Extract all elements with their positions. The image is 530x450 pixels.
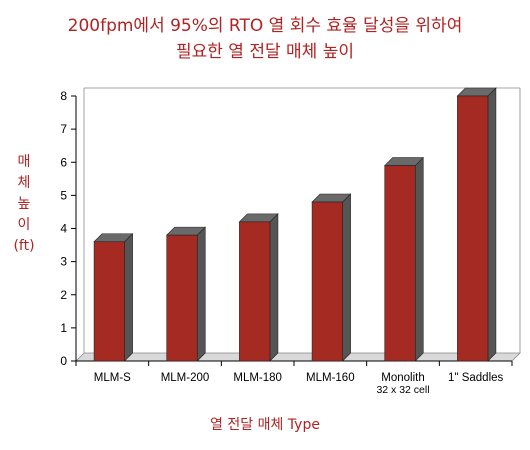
- bar: [239, 221, 271, 362]
- y-tick-label: 2: [60, 288, 67, 302]
- x-tick-label: 1" Saddles: [448, 372, 503, 384]
- bar: [166, 234, 198, 362]
- x-tick-label: MLM-200: [161, 372, 210, 384]
- chart-title-line1: 200fpm에서 95%의 RTO 열 회수 효율 달성을 위하여: [67, 16, 463, 36]
- x-tick-label: MLM-180: [233, 372, 282, 384]
- y-axis-label-char: 체: [17, 175, 31, 191]
- bar-side: [342, 193, 351, 362]
- x-tick-label: Monolith: [381, 372, 424, 384]
- x-tick-label: MLM-160: [306, 372, 355, 384]
- y-axis-label: 매 체 높 이 (ft): [12, 152, 36, 257]
- bar-side: [269, 213, 279, 362]
- x-axis-label: 열 전달 매체 Type: [210, 417, 320, 433]
- bar-side: [196, 226, 206, 362]
- x-tick-label: 32 x 32 cell: [376, 384, 429, 396]
- bar-side: [487, 87, 497, 362]
- bar-side: [414, 156, 424, 362]
- chart-title-line2: 필요한 열 전달 매체 높이: [175, 42, 354, 62]
- y-axis-label-char: 매: [17, 154, 31, 170]
- y-axis-label-char: 이: [17, 217, 31, 233]
- bar: [384, 165, 416, 362]
- plot-area: [76, 88, 520, 361]
- y-tick-label: 3: [60, 255, 67, 269]
- bar: [457, 95, 489, 362]
- y-tick-label: 6: [60, 155, 67, 169]
- bar: [93, 241, 125, 362]
- y-tick-label: 4: [60, 222, 67, 236]
- y-axis-label-unit: (ft): [13, 238, 35, 254]
- y-tick-label: 7: [60, 122, 67, 136]
- x-tick-label: MLM-S: [94, 372, 131, 384]
- y-axis-label-char: 높: [17, 196, 31, 212]
- y-tick-label: 1: [60, 321, 67, 335]
- bar: [311, 201, 343, 362]
- y-tick-label: 8: [60, 89, 67, 103]
- bar-side: [124, 233, 133, 362]
- plot-floor: [75, 352, 521, 362]
- y-tick-label: 0: [60, 354, 67, 368]
- y-tick-label: 5: [60, 188, 67, 202]
